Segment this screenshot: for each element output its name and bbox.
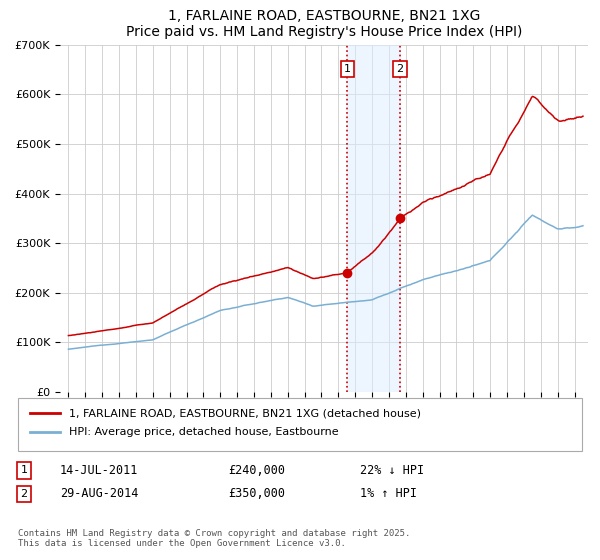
Text: 1, FARLAINE ROAD, EASTBOURNE, BN21 1XG (detached house): 1, FARLAINE ROAD, EASTBOURNE, BN21 1XG (…: [69, 408, 421, 418]
Text: 1: 1: [20, 465, 28, 475]
Text: 2: 2: [20, 489, 28, 499]
Text: 1% ↑ HPI: 1% ↑ HPI: [360, 487, 417, 501]
Title: 1, FARLAINE ROAD, EASTBOURNE, BN21 1XG
Price paid vs. HM Land Registry's House P: 1, FARLAINE ROAD, EASTBOURNE, BN21 1XG P…: [126, 10, 522, 39]
Text: 29-AUG-2014: 29-AUG-2014: [60, 487, 139, 501]
Text: HPI: Average price, detached house, Eastbourne: HPI: Average price, detached house, East…: [69, 427, 338, 437]
Text: 1: 1: [344, 64, 351, 74]
Text: £350,000: £350,000: [228, 487, 285, 501]
Text: Contains HM Land Registry data © Crown copyright and database right 2025.
This d: Contains HM Land Registry data © Crown c…: [18, 529, 410, 548]
Text: £240,000: £240,000: [228, 464, 285, 477]
Text: 14-JUL-2011: 14-JUL-2011: [60, 464, 139, 477]
Text: 2: 2: [397, 64, 404, 74]
Bar: [347, 45, 400, 392]
Text: 22% ↓ HPI: 22% ↓ HPI: [360, 464, 424, 477]
